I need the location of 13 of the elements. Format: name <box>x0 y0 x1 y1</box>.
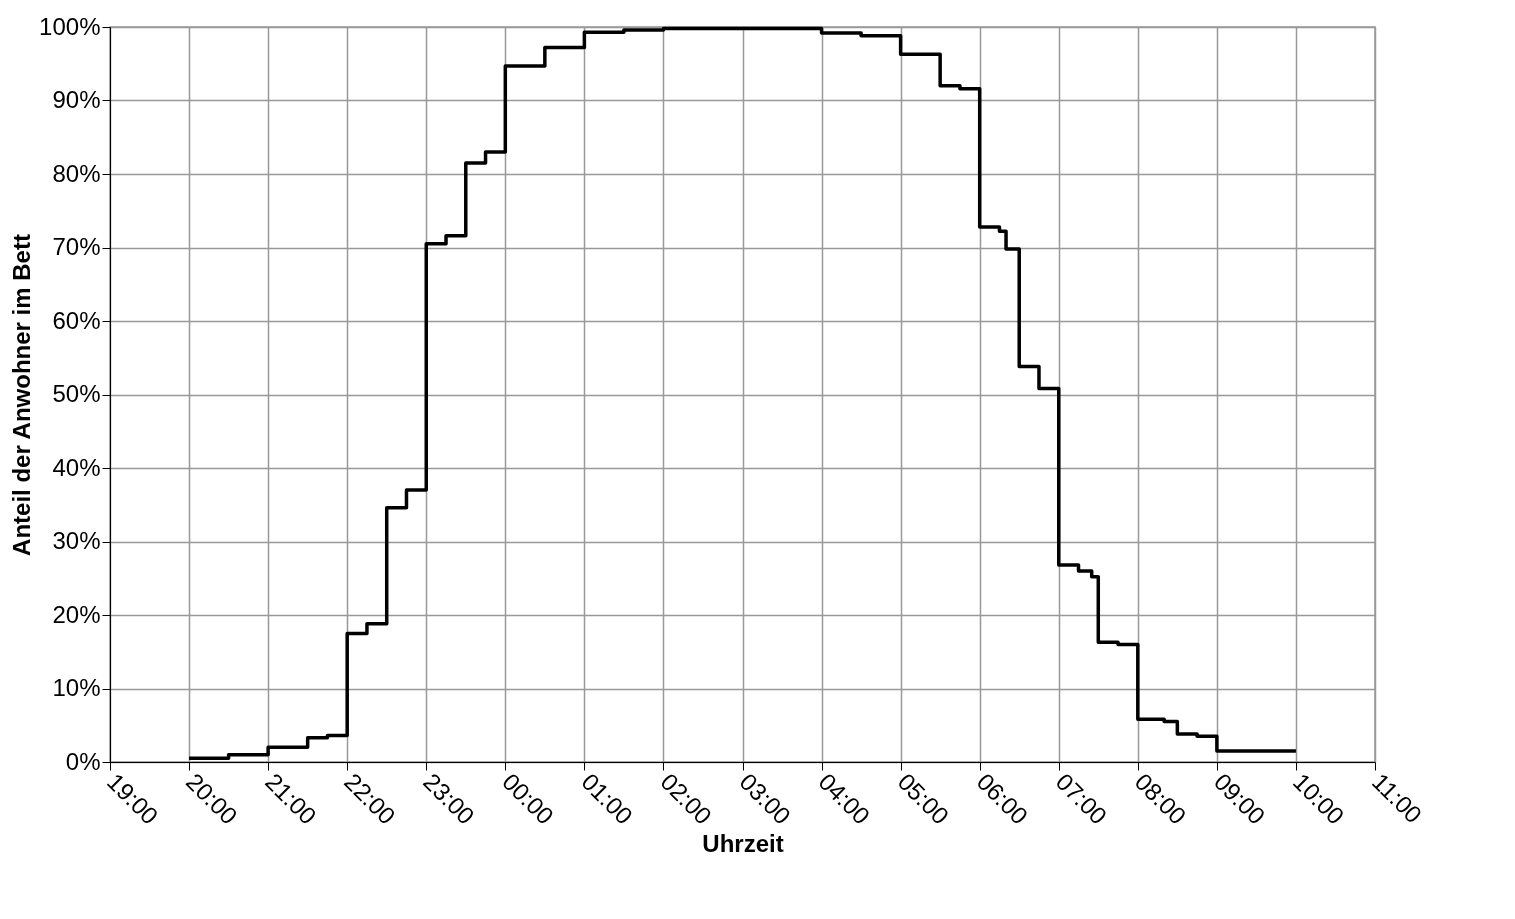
y-tick-label: 70% <box>52 233 101 260</box>
y-tick-label: 30% <box>52 527 101 554</box>
x-axis-title: Uhrzeit <box>702 830 784 858</box>
y-tick-label: 60% <box>52 306 101 334</box>
y-axis-title: Anteil der Anwohner im Bett <box>8 234 36 556</box>
y-tick-label: 10% <box>52 674 101 701</box>
y-tick-label: 50% <box>52 380 101 407</box>
y-tick-label: 20% <box>52 600 101 628</box>
y-tick-label: 40% <box>52 453 101 481</box>
y-tick-label: 80% <box>52 159 101 187</box>
y-tick-label: 90% <box>52 86 101 113</box>
y-tick-label: 0% <box>65 747 101 775</box>
y-tick-label: 100% <box>39 12 101 40</box>
